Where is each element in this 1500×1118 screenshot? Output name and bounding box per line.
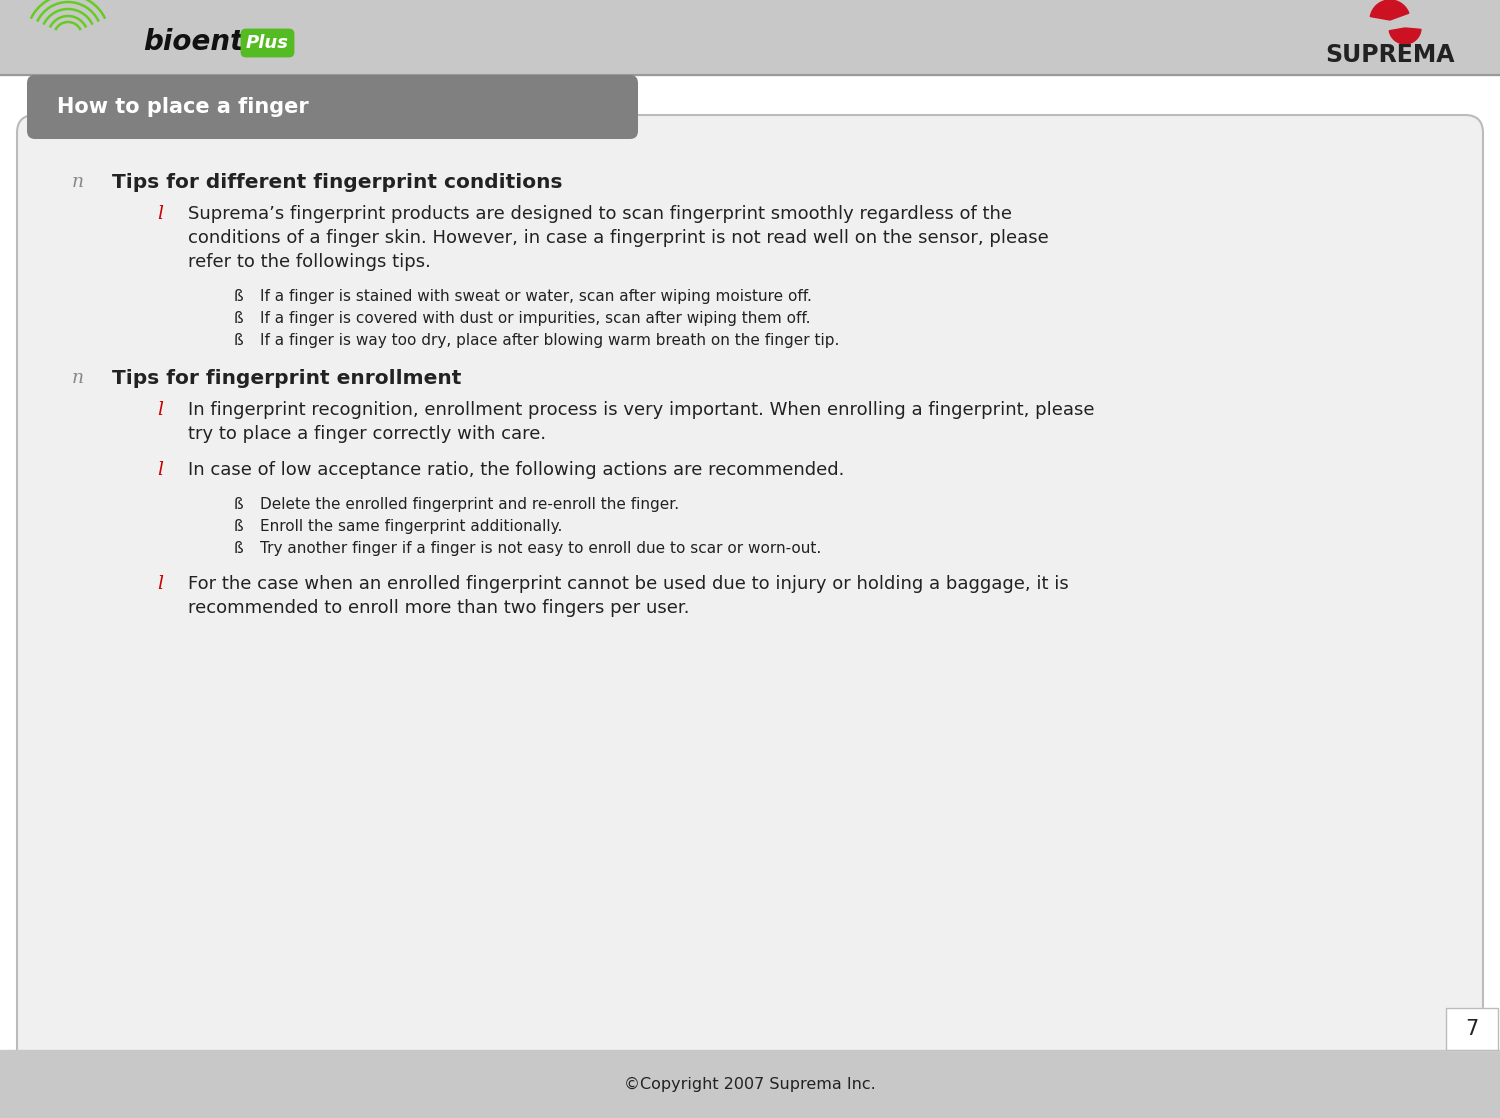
Text: n: n	[72, 369, 84, 387]
Text: If a finger is covered with dust or impurities, scan after wiping them off.: If a finger is covered with dust or impu…	[260, 311, 810, 326]
Text: ß: ß	[232, 498, 243, 512]
Bar	[0, 75, 1500, 1050]
Text: try to place a finger correctly with care.: try to place a finger correctly with car…	[188, 425, 546, 443]
Text: ß: ß	[232, 519, 243, 534]
Text: If a finger is way too dry, place after blowing warm breath on the finger tip.: If a finger is way too dry, place after …	[260, 333, 840, 348]
Text: ß: ß	[232, 333, 243, 348]
Text: In case of low acceptance ratio, the following actions are recommended.: In case of low acceptance ratio, the fol…	[188, 461, 844, 479]
Text: ß: ß	[232, 288, 243, 304]
Wedge shape	[1371, 0, 1408, 20]
Text: In fingerprint recognition, enrollment process is very important. When enrolling: In fingerprint recognition, enrollment p…	[188, 401, 1095, 419]
Text: If a finger is stained with sweat or water, scan after wiping moisture off.: If a finger is stained with sweat or wat…	[260, 288, 812, 304]
FancyBboxPatch shape	[27, 75, 638, 139]
Text: conditions of a finger skin. However, in case a fingerprint is not read well on : conditions of a finger skin. However, in…	[188, 229, 1048, 247]
Wedge shape	[1389, 28, 1420, 44]
Text: l: l	[158, 575, 164, 593]
Text: SUPREMA: SUPREMA	[1326, 42, 1455, 67]
Text: ß: ß	[232, 541, 243, 556]
FancyBboxPatch shape	[16, 115, 1484, 1068]
Text: l: l	[158, 461, 164, 479]
Text: ©Copyright 2007 Suprema Inc.: ©Copyright 2007 Suprema Inc.	[624, 1077, 876, 1091]
Bar	[1446, 1008, 1498, 1050]
Text: ß: ß	[232, 311, 243, 326]
Bar	[1446, 1008, 1498, 1050]
Bar	[0, 1050, 1500, 1118]
Text: n: n	[72, 173, 84, 191]
Text: How to place a finger: How to place a finger	[57, 97, 309, 117]
Text: l: l	[158, 401, 164, 419]
Text: 7: 7	[1466, 1018, 1479, 1039]
Text: bioentry: bioentry	[142, 28, 274, 56]
Text: Tips for fingerprint enrollment: Tips for fingerprint enrollment	[112, 369, 462, 388]
Text: Plus: Plus	[246, 34, 290, 53]
Text: Suprema’s fingerprint products are designed to scan fingerprint smoothly regardl: Suprema’s fingerprint products are desig…	[188, 205, 1013, 222]
Text: refer to the followings tips.: refer to the followings tips.	[188, 253, 430, 271]
Text: Tips for different fingerprint conditions: Tips for different fingerprint condition…	[112, 173, 562, 192]
Text: Try another finger if a finger is not easy to enroll due to scar or worn-out.: Try another finger if a finger is not ea…	[260, 541, 822, 556]
Text: Delete the enrolled fingerprint and re-enroll the finger.: Delete the enrolled fingerprint and re-e…	[260, 498, 680, 512]
Text: l: l	[158, 205, 164, 222]
Text: For the case when an enrolled fingerprint cannot be used due to injury or holdin: For the case when an enrolled fingerprin…	[188, 575, 1068, 593]
Text: Enroll the same fingerprint additionally.: Enroll the same fingerprint additionally…	[260, 519, 562, 534]
Bar	[0, 0, 1500, 75]
Text: recommended to enroll more than two fingers per user.: recommended to enroll more than two fing…	[188, 599, 690, 617]
